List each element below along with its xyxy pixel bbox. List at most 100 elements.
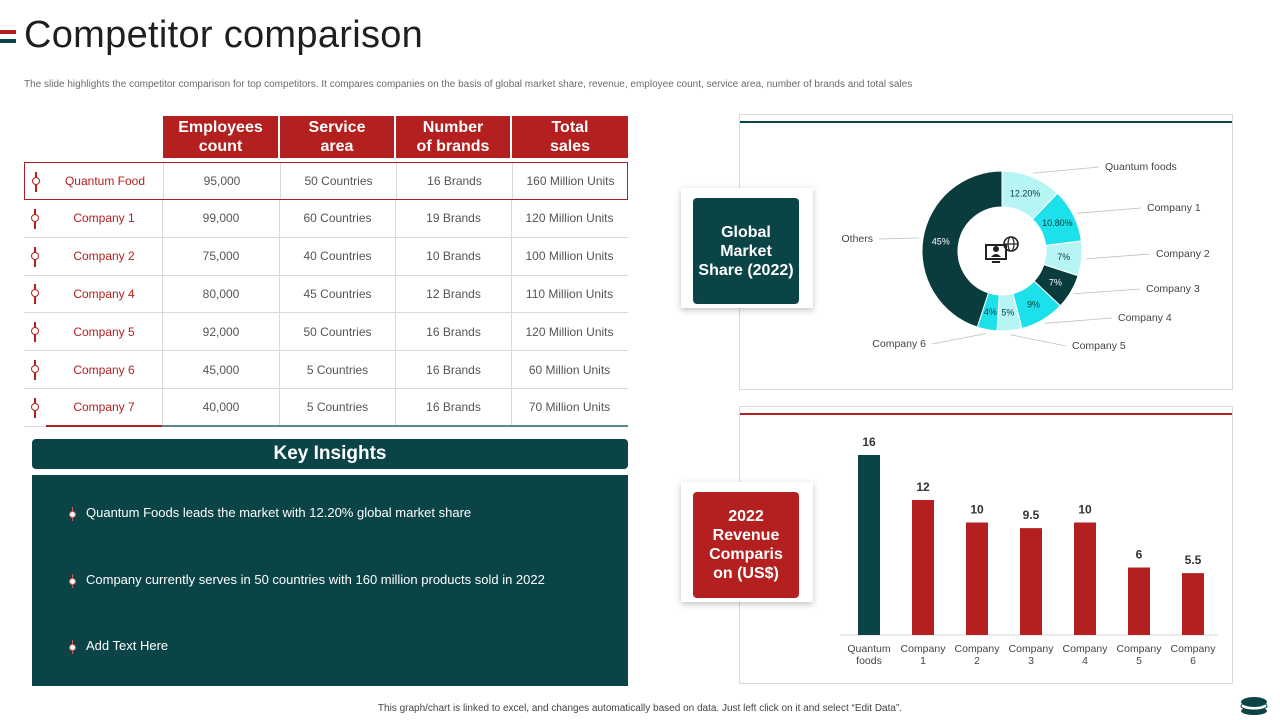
row-marker-icon: [30, 397, 40, 418]
donut-value-label: 5%: [1001, 308, 1014, 318]
bar-value-label: 10: [1078, 503, 1092, 517]
bar-category-label: Company: [901, 643, 947, 655]
cell-brands: 16 Brands: [395, 313, 511, 351]
cell-area: 45 Countries: [279, 275, 395, 313]
table-row: Company 5 92,000 50 Countries 16 Brands 120 …: [24, 313, 628, 352]
leader-line: [931, 333, 987, 345]
bar-1: [912, 500, 934, 635]
insight-item: Company currently serves in 50 countries…: [69, 572, 545, 588]
panel-top-rule: [740, 413, 1232, 415]
leader-line: [1077, 207, 1142, 214]
donut-slice-7: [921, 170, 1003, 328]
bar-value-label: 16: [862, 435, 876, 449]
cell-sales: 60 Million Units: [511, 351, 627, 388]
row-marker-icon: [31, 172, 41, 192]
leader-line: [1044, 317, 1113, 324]
footer-note: This graph/chart is linked to excel, and…: [377, 703, 903, 714]
donut-value-label: 7%: [1049, 278, 1062, 288]
insight-text: Quantum Foods leads the market with 12.2…: [86, 505, 472, 520]
cell-brands: 19 Brands: [395, 199, 511, 237]
row-marker-icon: [30, 246, 40, 267]
bullet-icon: [68, 574, 77, 588]
bar-category-label: 5: [1136, 655, 1142, 667]
donut-value-label: 9%: [1027, 299, 1040, 309]
cell-sales: 120 Million Units: [511, 313, 627, 351]
bar-category-label: Company: [1171, 643, 1217, 655]
bar-4: [1074, 522, 1096, 635]
donut-slice-name: Quantum foods: [1105, 161, 1177, 173]
revenue-bar-chart: 16Quantumfoods12Company110Company29.5Com…: [840, 435, 1218, 667]
market-share-donut-chart: 12.20% Quantum foods 10.80% Company 1 7% Comp…: [841, 161, 1210, 352]
row-marker-icon: [30, 322, 40, 343]
donut-slice-name: Company 2: [1156, 248, 1210, 260]
cell-name: Company 2: [73, 249, 135, 264]
header-total-sales: Total sales: [512, 116, 628, 158]
bar-category-label: 6: [1190, 655, 1196, 667]
bar-value-label: 5.5: [1185, 553, 1202, 567]
cell-sales: 120 Million Units: [511, 199, 627, 237]
leader-line: [1074, 288, 1141, 295]
cell-area: 60 Countries: [279, 199, 395, 237]
cell-employees: 75,000: [162, 237, 279, 275]
bullet-icon: [68, 640, 77, 654]
market-share-badge-frame: Global Market Share (2022): [681, 188, 813, 308]
cell-name: Company 5: [73, 324, 135, 339]
bar-3: [1020, 528, 1042, 635]
cell-brands: 10 Brands: [395, 237, 511, 275]
bar-value-label: 9.5: [1023, 508, 1040, 522]
bar-category-label: Quantum: [847, 643, 890, 655]
bar-category-label: Company: [1063, 643, 1109, 655]
header-brands: Number of brands: [396, 116, 510, 158]
cell-employees: 92,000: [162, 313, 279, 351]
key-insights-header: Key Insights: [32, 439, 628, 469]
stack-logo-icon: [1240, 697, 1268, 715]
bar-0: [858, 455, 880, 635]
bar-2: [966, 522, 988, 635]
table-row: Company 2 75,000 40 Countries 10 Brands 100 …: [24, 237, 628, 276]
bar-value-label: 6: [1136, 548, 1143, 562]
revenue-badge-frame: 2022 Revenue Comparis on (US$): [681, 482, 813, 602]
donut-slice-name: Company 4: [1118, 312, 1172, 324]
cell-area: 5 Countries: [279, 388, 395, 426]
bar-category-label: foods: [856, 655, 882, 667]
cell-sales: 110 Million Units: [511, 275, 627, 313]
table-row: Company 7 40,000 5 Countries 16 Brands 70 Mi…: [24, 388, 628, 427]
title-accent-bars: [0, 30, 16, 44]
cell-brands: 16 Brands: [396, 163, 512, 199]
cell-employees: 99,000: [162, 199, 279, 237]
donut-center: [959, 208, 1045, 294]
revenue-panel: 16 Quantum foods 12 Company 1 10 Company 2 9.5 Com…: [739, 406, 1233, 684]
row-marker-icon: [30, 360, 40, 380]
leader-line: [1033, 166, 1100, 174]
header-service-area: Service area: [280, 116, 394, 158]
market-share-panel: 12.20% Quantum foods 10.80% Company 1 7% Comp…: [739, 114, 1233, 390]
donut-slice-name: Company 5: [1072, 340, 1126, 352]
cell-brands: 16 Brands: [395, 351, 511, 388]
bar-category-label: Company: [955, 643, 1001, 655]
insight-text: Company currently serves in 50 countries…: [86, 572, 545, 587]
table-row: Company 4 80,000 45 Countries 12 Brands 110 …: [24, 275, 628, 314]
bar-category-label: 4: [1082, 655, 1088, 667]
bar-category-label: Company: [1117, 643, 1163, 655]
cell-name: Company 4: [73, 286, 135, 301]
cell-name: Quantum Food: [64, 174, 146, 188]
table-row: Company 1 99,000 60 Countries 19 Brands 120 …: [24, 199, 628, 238]
bar-5: [1128, 567, 1150, 635]
bar-value-label: 10: [970, 503, 984, 517]
cell-name: Company 6: [73, 362, 135, 377]
insight-item: Quantum Foods leads the market with 12.2…: [69, 505, 472, 521]
cell-area: 50 Countries: [279, 313, 395, 351]
page-title: Competitor comparison: [24, 14, 424, 56]
donut-slice-name: Company 3: [1146, 283, 1200, 295]
bar-category-label: 1: [920, 655, 926, 667]
insight-item: Add Text Here: [69, 638, 168, 654]
bar-category-label: 2: [974, 655, 980, 667]
donut-value-label: 12.20%: [1010, 188, 1041, 198]
header-employees: Employees count: [163, 116, 278, 158]
bullet-icon: [68, 507, 77, 521]
page-subtitle: The slide highlights the competitor comp…: [24, 79, 913, 90]
table-row: Quantum Food 95,000 50 Countries 16 Brands 1…: [24, 162, 628, 200]
key-insights-panel: Quantum Foods leads the market with 12.2…: [32, 475, 628, 686]
leader-line: [878, 237, 920, 240]
cell-area: 40 Countries: [279, 237, 395, 275]
